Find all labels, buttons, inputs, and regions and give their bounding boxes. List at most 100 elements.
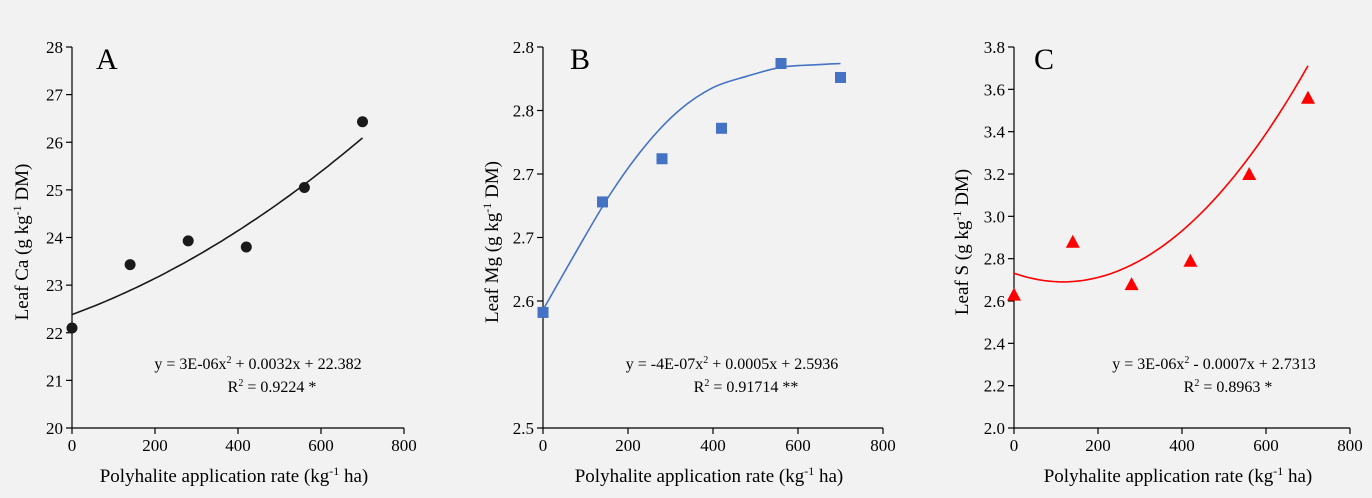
x-tick-label: 800 — [1337, 436, 1363, 455]
y-axis-label: Leaf Ca (g kg-1 DM) — [10, 164, 33, 321]
x-tick-label: 800 — [870, 436, 896, 455]
x-tick-label: 0 — [539, 436, 548, 455]
axis-label-text: Leaf S (g kg — [952, 220, 973, 315]
x-tick-label: 200 — [615, 436, 641, 455]
y-tick-label: 27 — [46, 86, 64, 105]
x-axis-label: Polyhalite application rate (kg-1 ha) — [575, 464, 844, 487]
y-tick-label: 2.7 — [513, 229, 535, 248]
y-tick-label: 22 — [46, 324, 63, 343]
data-point — [298, 181, 310, 193]
equation-text: y = 3E-06x — [1112, 356, 1184, 373]
axis-label-superscript: -1 — [1273, 464, 1283, 478]
y-tick-label: 2.6 — [984, 292, 1005, 311]
axis-label-superscript: -1 — [804, 464, 814, 478]
exponent: 2 — [704, 378, 709, 389]
y-tick-label: 25 — [46, 181, 63, 200]
r-squared-text: = 0.9224 * — [243, 379, 316, 396]
y-axis-label: Leaf S (g kg-1 DM) — [950, 169, 973, 315]
data-point — [240, 241, 252, 253]
axis-label-superscript: -1 — [329, 464, 339, 478]
data-point — [1183, 253, 1198, 267]
r-squared: R2 = 0.91714 ** — [694, 378, 799, 396]
y-tick-label: 20 — [46, 419, 63, 438]
axis-label-text: Polyhalite application rate (kg — [1044, 466, 1274, 487]
y-tick-label: 28 — [46, 38, 63, 57]
y-tick-label: 26 — [46, 133, 63, 152]
axis-label-text: Leaf Mg (g kg — [482, 212, 503, 323]
regression-equation: y = 3E-06x2 - 0.0007x + 2.7313 — [1112, 355, 1315, 373]
x-axis-label: Polyhalite application rate (kg-1 ha) — [1044, 464, 1313, 487]
x-tick-label: 400 — [700, 436, 726, 455]
r-squared: R2 = 0.8963 * — [1184, 378, 1273, 396]
axis-label-text: ha) — [1283, 466, 1312, 487]
exponent: 2 — [238, 378, 243, 389]
y-tick-label: 3.4 — [984, 123, 1006, 142]
panel-label: A — [96, 43, 118, 76]
y-tick-label: 2.5 — [513, 419, 534, 438]
data-point — [66, 322, 78, 334]
x-tick-label: 600 — [308, 436, 334, 455]
axis-label-text: ha) — [814, 466, 843, 487]
y-tick-label: 2.2 — [984, 377, 1005, 396]
y-tick-label: 24 — [46, 229, 64, 248]
axis-label-text: DM) — [952, 169, 973, 211]
r-squared-text: = 0.91714 ** — [709, 379, 798, 396]
equation-text: - 0.0007x + 2.7313 — [1189, 356, 1315, 373]
data-point — [716, 122, 727, 134]
data-point — [1007, 287, 1021, 301]
x-tick-label: 400 — [1169, 436, 1195, 455]
data-point — [597, 196, 608, 208]
x-axis-label: Polyhalite application rate (kg-1 ha) — [100, 464, 369, 487]
panel-label: C — [1034, 43, 1054, 76]
y-tick-label: 2.0 — [984, 419, 1005, 438]
axis-label-superscript: -1 — [10, 205, 24, 215]
y-axis-label: Leaf Mg (g kg-1 DM) — [480, 161, 503, 323]
y-tick-label: 21 — [46, 371, 63, 390]
r-squared-text: = 0.8963 * — [1199, 379, 1272, 396]
r-squared: R2 = 0.9224 * — [228, 378, 317, 396]
y-tick-label: 23 — [46, 276, 63, 295]
y-tick-label: 3.6 — [984, 80, 1005, 99]
data-point — [1301, 90, 1315, 104]
equation-text: + 0.0005x + 2.5936 — [708, 356, 838, 373]
y-tick-label: 2.7 — [513, 165, 535, 184]
data-point — [1242, 167, 1257, 180]
y-tick-label: 2.8 — [984, 250, 1005, 269]
x-tick-label: 800 — [391, 436, 417, 455]
equation-text: y = -4E-07x — [626, 356, 703, 373]
axis-label-text: ha) — [339, 466, 368, 487]
x-tick-label: 600 — [1253, 436, 1279, 455]
axis-label-text: Polyhalite application rate (kg — [575, 466, 805, 487]
x-tick-label: 0 — [68, 436, 77, 455]
x-tick-label: 0 — [1010, 436, 1019, 455]
regression-equation: y = 3E-06x2 + 0.0032x + 22.382 — [154, 355, 361, 373]
r-squared-text: R — [228, 379, 239, 396]
axis-label-superscript: -1 — [950, 211, 964, 221]
y-tick-label: 2.6 — [513, 292, 534, 311]
data-point — [537, 306, 549, 318]
x-tick-label: 400 — [225, 436, 251, 455]
chart-panel-b: 2.5 2.6 2.7 2.7 2.8 2.8 0 200 400 600 800 By = -4E-… — [480, 38, 896, 487]
y-tick-label: 3.8 — [984, 38, 1005, 57]
equation-text: y = 3E-06x — [154, 356, 226, 373]
data-point — [775, 58, 787, 70]
x-tick-label: 200 — [142, 436, 168, 455]
axis-label-text: Polyhalite application rate (kg — [100, 466, 330, 487]
r-squared-text: R — [1184, 379, 1195, 396]
data-point — [1065, 234, 1080, 248]
data-point — [182, 235, 194, 247]
axis-label-text: Leaf Ca (g kg — [12, 215, 33, 320]
exponent: 2 — [1194, 378, 1199, 389]
chart-panel-c: 2.0 2.2 2.4 2.6 2.8 3.0 3.2 3.4 3.6 3.8 0 200 400 600… — [950, 38, 1363, 487]
x-tick-label: 200 — [1085, 436, 1111, 455]
regression-equation: y = -4E-07x2 + 0.0005x + 2.5936 — [626, 355, 839, 373]
exponent: 2 — [1184, 355, 1189, 366]
exponent: 2 — [703, 355, 708, 366]
data-point — [835, 71, 846, 83]
data-point — [656, 153, 668, 165]
axis-label-text: DM) — [12, 164, 33, 206]
exponent: 2 — [227, 355, 232, 366]
r-squared-text: R — [694, 379, 705, 396]
